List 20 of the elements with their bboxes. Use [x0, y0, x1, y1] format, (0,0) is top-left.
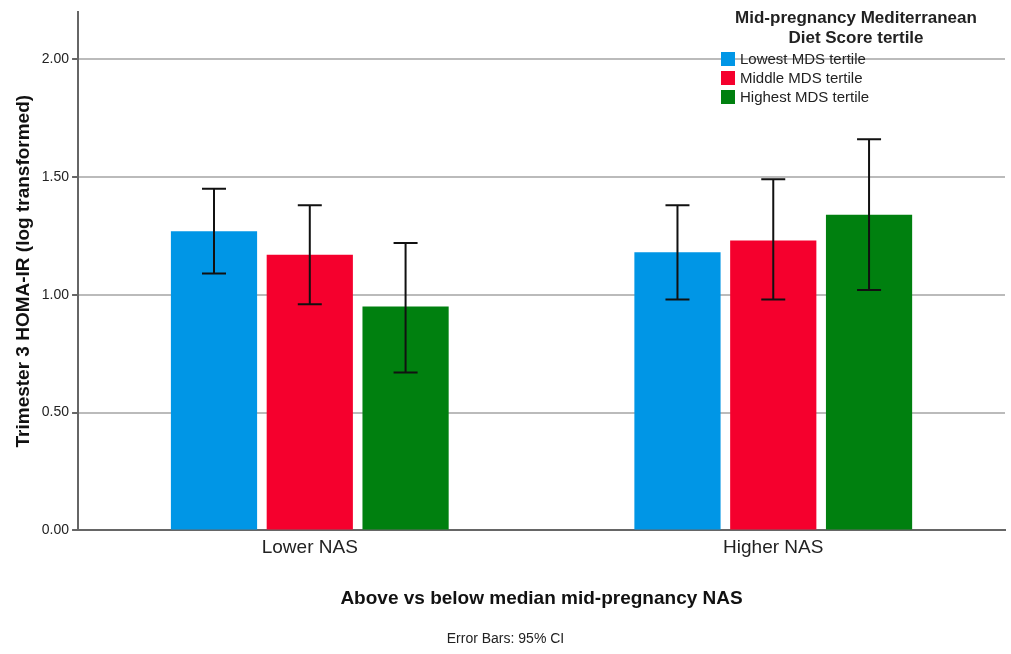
x-tick-label: Lower NAS — [261, 536, 358, 558]
x-tick-label: Higher NAS — [723, 536, 824, 558]
bar — [730, 240, 817, 530]
x-axis-title: Above vs below median mid-pregnancy NAS — [340, 586, 743, 608]
bar — [266, 254, 353, 530]
y-axis-title: Trimester 3 HOMA-IR (log transformed) — [11, 94, 33, 448]
y-tick-label: 0.50 — [41, 403, 70, 420]
y-tick-label: 1.00 — [41, 285, 70, 302]
legend-label: Middle MDS tertile — [740, 69, 863, 86]
bar — [362, 306, 449, 530]
y-tick-label: 1.50 — [41, 167, 70, 184]
bar — [634, 252, 721, 530]
text: Error Bars: 95% CI — [445, 630, 566, 646]
bar — [170, 231, 258, 530]
legend-title: Mid-pregnancy Mediterranean Diet Score tertile — [734, 8, 978, 48]
legend-label: Highest MDS tertile — [740, 88, 870, 105]
legend-label: Lowest MDS tertile — [740, 50, 866, 67]
bar — [825, 214, 913, 530]
y-tick-label: 0.00 — [41, 521, 70, 538]
y-tick-label: 2.00 — [41, 49, 70, 66]
